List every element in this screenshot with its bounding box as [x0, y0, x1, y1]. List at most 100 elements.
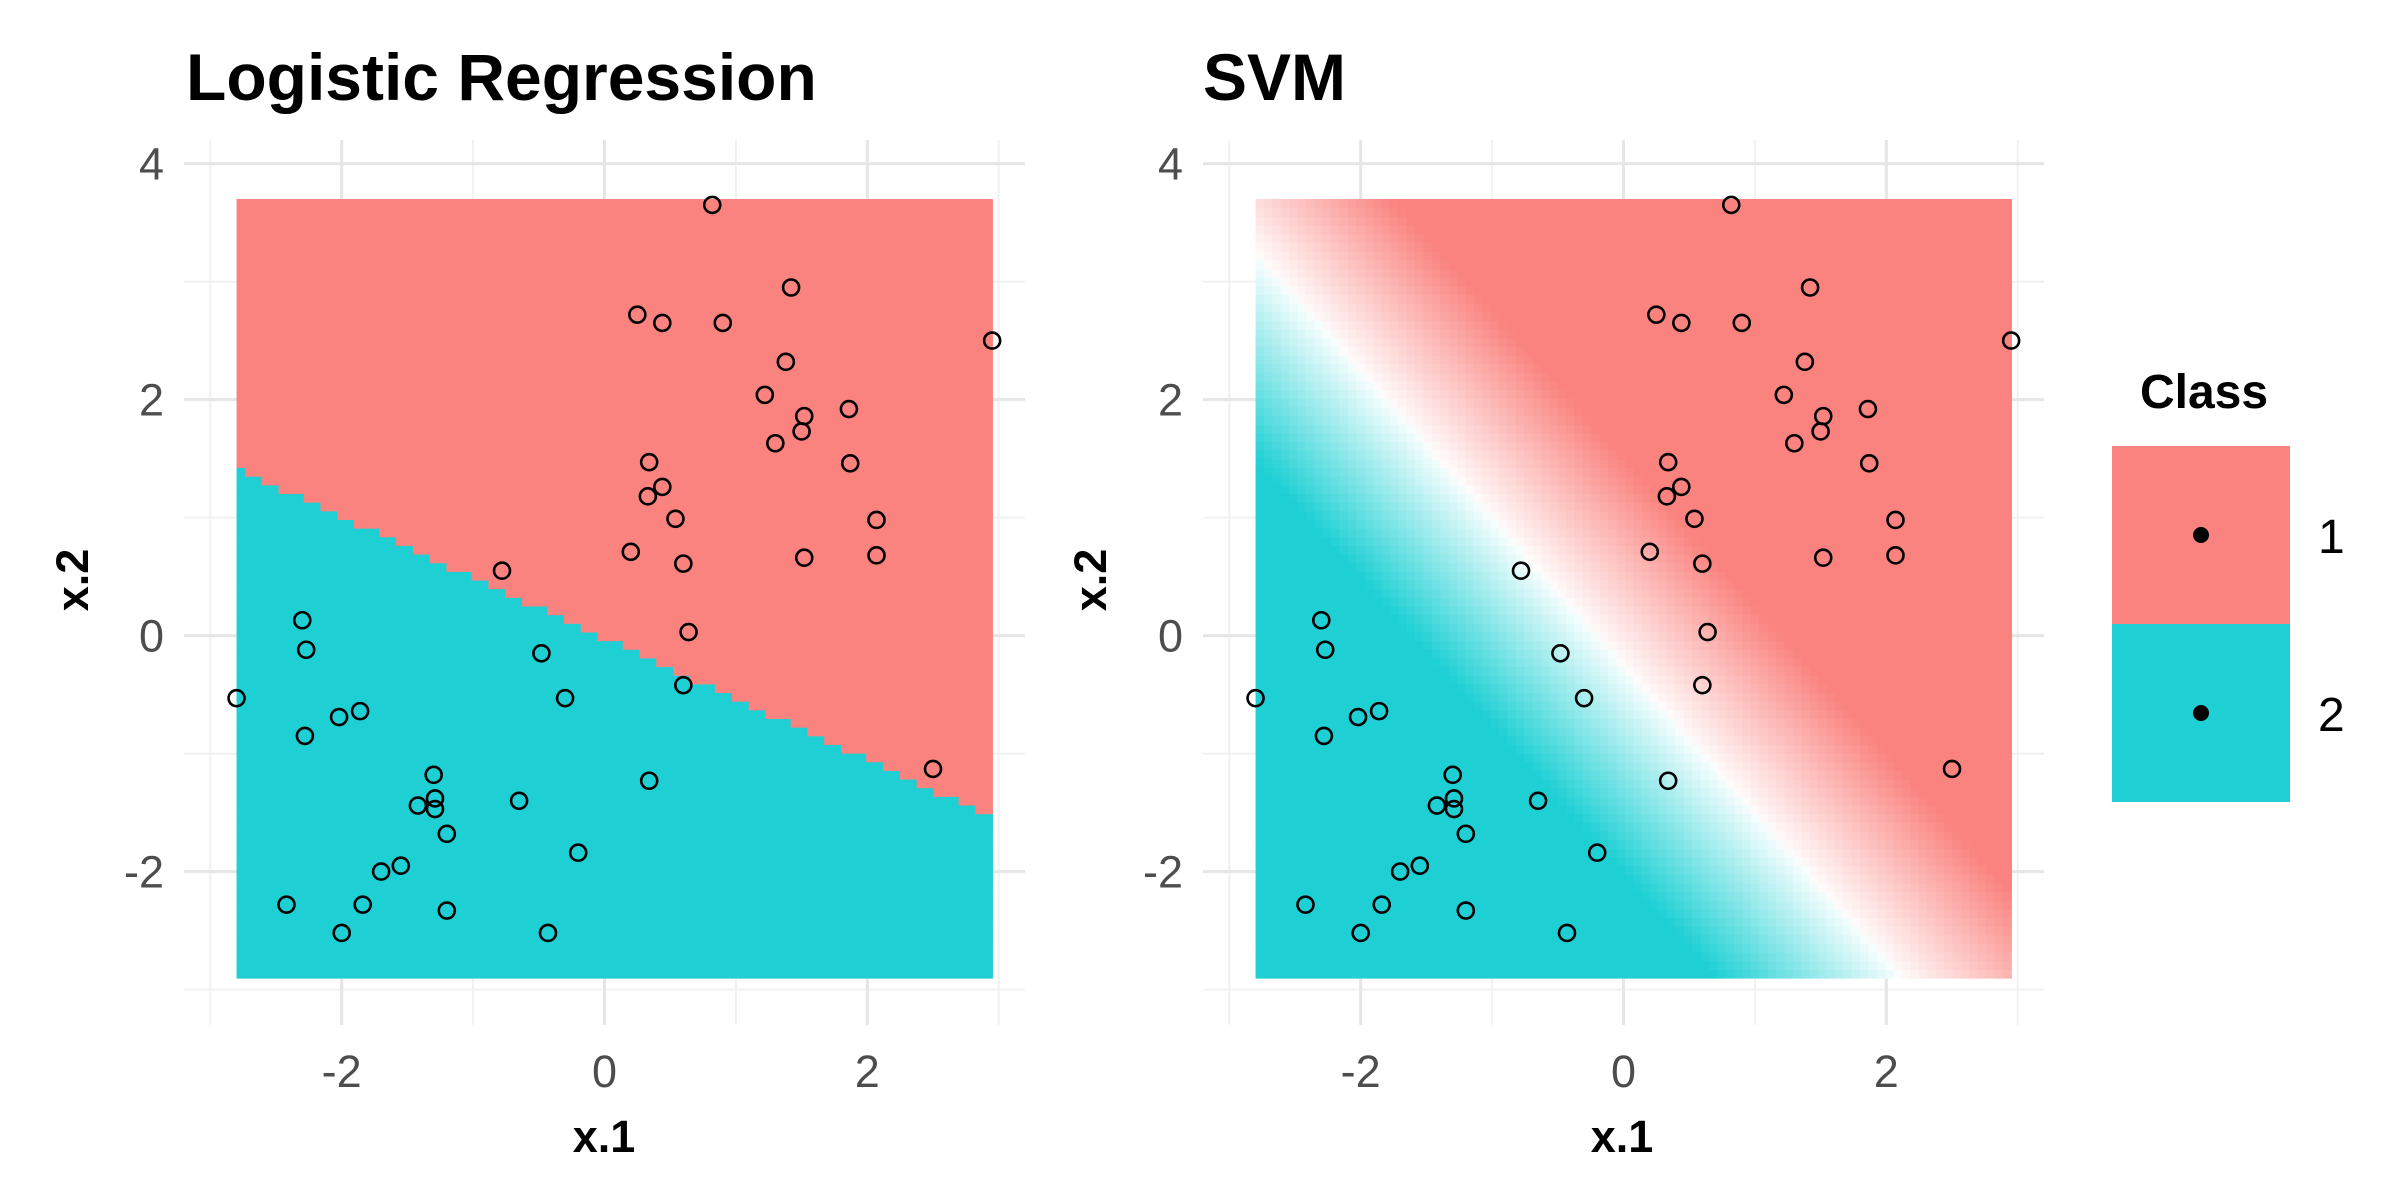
region-cell: [404, 925, 414, 936]
region-cell: [463, 527, 473, 538]
region-cell: [312, 224, 322, 235]
region-cell: [328, 207, 339, 218]
region-cell: [362, 648, 372, 659]
region-cell: [354, 588, 364, 598]
region-cell: [605, 233, 616, 244]
region-cell: [614, 623, 624, 633]
region-cell: [236, 925, 246, 936]
region-cell: [354, 796, 364, 806]
region-cell: [589, 224, 599, 235]
region-cell: [429, 917, 439, 927]
region-cell: [362, 328, 372, 339]
region-cell: [614, 259, 624, 270]
region-cell: [622, 960, 632, 970]
region-cell: [396, 657, 406, 668]
region-cell: [530, 553, 540, 564]
region-cell: [337, 865, 347, 875]
region-cell: [362, 917, 372, 927]
region-cell: [488, 778, 498, 789]
region-cell: [328, 631, 339, 642]
region-cell: [354, 899, 364, 910]
region-cell: [647, 882, 658, 893]
region-cell: [664, 449, 674, 460]
region-cell: [412, 597, 423, 607]
region-cell: [261, 735, 271, 745]
region-cell: [421, 882, 431, 893]
region-cell: [320, 951, 330, 962]
region-cell: [244, 640, 255, 650]
region-cell: [345, 674, 355, 685]
region-cell: [303, 389, 313, 399]
region-cell: [555, 467, 565, 477]
region-cell: [656, 259, 666, 270]
region-cell: [370, 787, 381, 797]
region-cell: [505, 605, 515, 616]
region-cell: [471, 787, 481, 797]
region-cell: [480, 830, 490, 841]
region-cell: [530, 441, 540, 451]
region-cell: [522, 848, 532, 858]
region-cell: [471, 415, 481, 425]
region-cell: [689, 207, 700, 218]
region-cell: [295, 510, 305, 520]
region-cell: [471, 475, 481, 486]
region-cell: [496, 346, 507, 356]
region-cell: [379, 683, 389, 694]
region-cell: [496, 787, 507, 797]
region-cell: [328, 242, 339, 252]
region-cell: [471, 510, 481, 520]
region-cell: [471, 311, 481, 321]
region-cell: [370, 302, 381, 313]
region-cell: [463, 830, 473, 841]
region-cell: [295, 761, 305, 771]
region-cell: [446, 276, 456, 287]
region-cell: [404, 726, 414, 737]
region-cell: [681, 449, 691, 460]
region-cell: [488, 787, 498, 797]
region-cell: [387, 268, 397, 278]
region-cell: [379, 311, 389, 321]
region-cell: [412, 449, 423, 460]
region-cell: [379, 389, 389, 399]
region-cell: [530, 640, 540, 650]
region-cell: [589, 865, 599, 875]
region-cell: [421, 925, 431, 936]
region-cell: [647, 683, 658, 694]
region-cell: [421, 354, 431, 365]
region-cell: [547, 199, 557, 209]
region-cell: [496, 804, 507, 815]
region-cell: [572, 614, 582, 624]
region-cell: [664, 311, 674, 321]
region-cell: [656, 648, 666, 659]
region-cell: [647, 648, 658, 659]
region-cell: [605, 259, 616, 270]
region-cell: [664, 822, 674, 832]
region-cell: [496, 839, 507, 849]
region-cell: [354, 822, 364, 832]
region-cell: [471, 242, 481, 252]
region-cell: [547, 908, 557, 919]
region-cell: [253, 899, 263, 910]
region-cell: [530, 605, 540, 616]
region-cell: [244, 553, 255, 564]
region-cell: [379, 787, 389, 797]
region-cell: [639, 718, 649, 728]
region-cell: [463, 268, 473, 278]
region-cell: [328, 311, 339, 321]
region-cell: [647, 536, 658, 546]
region-cell: [681, 899, 691, 910]
region-cell: [286, 363, 297, 373]
region-cell: [320, 804, 330, 815]
region-cell: [664, 285, 674, 295]
region-cell: [278, 735, 288, 745]
region-cell: [622, 285, 632, 295]
region-cell: [379, 285, 389, 295]
region-cell: [236, 233, 246, 244]
region-cell: [370, 761, 381, 771]
region-cell: [605, 475, 616, 486]
region-cell: [345, 398, 355, 408]
region-cell: [253, 475, 263, 486]
region-cell: [396, 856, 406, 867]
region-cell: [689, 865, 700, 875]
region-cell: [538, 311, 548, 321]
